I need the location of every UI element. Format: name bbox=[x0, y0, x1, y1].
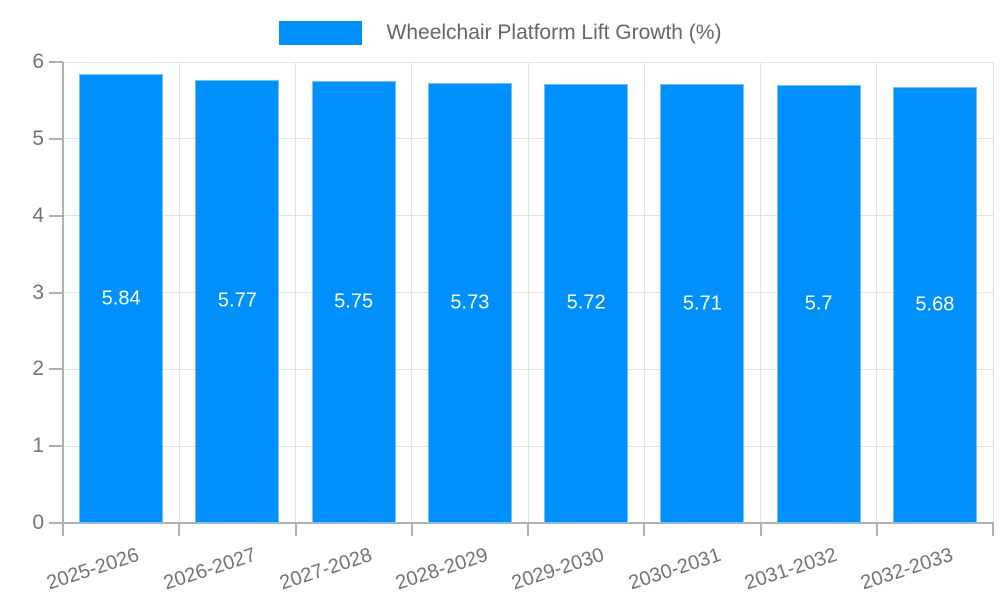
y-axis-tick bbox=[49, 291, 63, 294]
x-axis-tick-label: 2028-2029 bbox=[393, 543, 491, 595]
gridline-vertical bbox=[992, 62, 994, 523]
bar-value-label: 5.7 bbox=[804, 292, 833, 315]
bar-value-label: 5.71 bbox=[682, 292, 722, 315]
bar-2030-2031: 5.71 bbox=[660, 84, 745, 523]
gridline-vertical bbox=[178, 62, 180, 523]
gridline-vertical bbox=[411, 62, 413, 523]
x-axis-tick-label: 2026-2027 bbox=[160, 543, 259, 595]
x-axis-tick bbox=[875, 523, 878, 536]
bar-2026-2027: 5.77 bbox=[195, 79, 280, 523]
bar-value-label: 5.75 bbox=[334, 290, 374, 313]
legend-item[interactable]: Wheelchair Platform Lift Growth (%) bbox=[0, 21, 1000, 45]
legend-label: Wheelchair Platform Lift Growth (%) bbox=[386, 21, 722, 44]
bar-2025-2026: 5.84 bbox=[79, 74, 164, 523]
x-axis-tick-label: 2029-2030 bbox=[509, 543, 608, 595]
bar-2032-2033: 5.68 bbox=[892, 86, 977, 523]
y-axis-tick bbox=[49, 445, 63, 448]
x-axis-tick bbox=[294, 523, 297, 536]
legend-swatch bbox=[278, 21, 362, 45]
x-axis-line bbox=[62, 522, 994, 524]
x-axis-tick-label: 2027-2028 bbox=[276, 543, 375, 595]
gridline-vertical bbox=[295, 62, 296, 523]
y-axis-tick-label: 4 bbox=[32, 203, 44, 227]
x-axis-tick-label: 2030-2031 bbox=[625, 543, 724, 595]
y-axis-tick bbox=[49, 368, 63, 371]
y-axis-tick-label: 2 bbox=[32, 357, 44, 381]
bar-2029-2030: 5.72 bbox=[544, 83, 629, 523]
gridline-vertical bbox=[760, 62, 761, 523]
bar-2031-2032: 5.7 bbox=[776, 85, 861, 523]
x-axis-tick-label: 2025-2026 bbox=[44, 543, 143, 595]
x-axis-tick bbox=[643, 523, 646, 536]
y-axis-tick-label: 0 bbox=[32, 511, 44, 534]
bar-value-label: 5.73 bbox=[450, 291, 490, 314]
x-axis-tick-label: 2032-2033 bbox=[858, 543, 956, 595]
y-axis-tick-label: 5 bbox=[32, 126, 44, 150]
x-axis-tick bbox=[992, 523, 994, 536]
gridline-vertical bbox=[527, 62, 529, 523]
gridline-vertical bbox=[876, 62, 878, 523]
y-axis-tick bbox=[49, 214, 63, 217]
x-axis-tick bbox=[759, 523, 762, 536]
y-axis-tick-label: 1 bbox=[32, 434, 44, 458]
x-axis-tick bbox=[410, 523, 413, 536]
x-axis-tick bbox=[178, 523, 181, 536]
bar-value-label: 5.68 bbox=[915, 293, 955, 316]
y-axis-tick bbox=[49, 522, 63, 524]
bar-2028-2029: 5.73 bbox=[427, 82, 512, 523]
bar-value-label: 5.72 bbox=[566, 291, 606, 314]
y-axis-tick-label: 3 bbox=[32, 280, 44, 304]
gridline-vertical bbox=[643, 62, 645, 523]
y-axis-tick-label: 6 bbox=[32, 50, 44, 73]
bar-value-label: 5.84 bbox=[101, 287, 141, 310]
y-axis-tick bbox=[49, 137, 63, 140]
bar-value-label: 5.77 bbox=[217, 289, 257, 312]
x-axis-tick-label: 2031-2032 bbox=[741, 543, 840, 595]
y-axis-line bbox=[62, 62, 64, 536]
x-axis-tick bbox=[527, 523, 529, 536]
bar-2027-2028: 5.75 bbox=[311, 81, 396, 523]
y-axis-tick bbox=[49, 61, 63, 63]
